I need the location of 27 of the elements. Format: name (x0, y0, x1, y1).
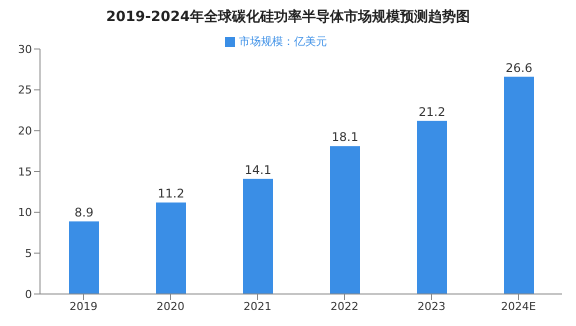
bar (330, 146, 360, 294)
y-tick-label: 10 (18, 206, 32, 220)
y-tick-label: 5 (25, 247, 32, 260)
chart-title: 2019-2024年全球碳化硅功率半导体市场规模预测趋势图 (105, 8, 471, 27)
data-label: 18.1 (332, 130, 358, 144)
x-tick-label: 2024E (501, 300, 536, 313)
x-tick-label: 2023 (418, 300, 446, 313)
bar (69, 221, 99, 294)
data-label: 11.2 (158, 186, 184, 201)
x-tick-label: 2020 (156, 300, 184, 313)
x-tick-label: 2021 (244, 300, 272, 313)
y-tick-label: 0 (25, 288, 32, 301)
bar (417, 120, 447, 294)
x-tick-label: 2022 (330, 300, 358, 313)
legend-label: 市场规模：亿美元 (239, 35, 327, 48)
y-tick-label: 25 (18, 84, 32, 97)
y-tick-label: 15 (18, 165, 32, 178)
bar (243, 178, 273, 294)
data-label: 26.6 (506, 60, 532, 75)
y-tick-label: 20 (18, 124, 32, 138)
data-label: 8.9 (74, 205, 94, 220)
bar (504, 76, 534, 294)
x-tick-label: 2019 (70, 300, 98, 313)
y-tick-label: 30 (18, 42, 32, 56)
data-label: 21.2 (418, 104, 446, 119)
bar (156, 202, 186, 294)
data-label: 14.1 (244, 162, 272, 177)
